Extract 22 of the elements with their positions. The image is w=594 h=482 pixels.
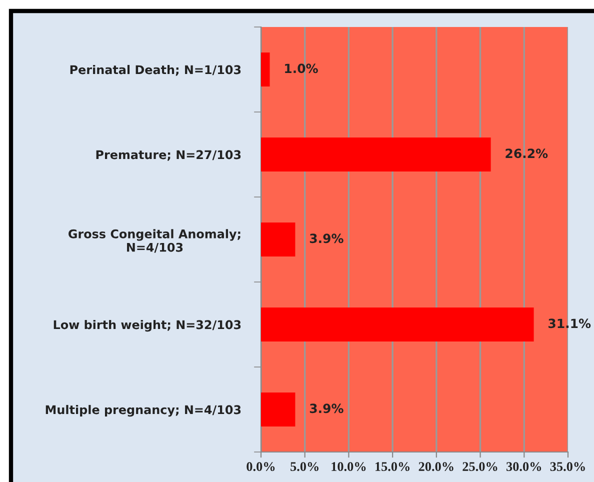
x-tick-label: 35.0% [550, 462, 585, 472]
x-tick-label: 0.0% [246, 462, 275, 472]
x-tick-label: 15.0% [375, 462, 410, 472]
bar [261, 392, 296, 426]
data-label: 1.0% [285, 64, 318, 74]
y-tick-label: Perinatal Death; N=1/103 [70, 64, 241, 76]
bar [261, 138, 491, 172]
bar [261, 308, 534, 342]
y-tick-label: Gross Congeital Anomaly; N=4/103 [68, 229, 240, 253]
data-label: 3.9% [310, 404, 344, 414]
y-tick-label: Premature; N=27/103 [96, 150, 241, 161]
x-tick-label: 20.0% [418, 462, 454, 472]
x-tick-label: 30.0% [506, 462, 542, 472]
y-tick-label: Multiple pregnancy; N=4/103 [46, 404, 241, 417]
data-label: 3.9% [310, 234, 344, 244]
y-tick-label: Low birth weight; N=32/103 [54, 320, 241, 332]
x-tick-label: 25.0% [462, 462, 498, 472]
x-tick-label: 5.0% [290, 462, 318, 472]
x-tick-label: 10.0% [332, 462, 366, 472]
data-label: 26.2% [506, 148, 548, 158]
bar [261, 52, 270, 86]
bar [261, 222, 296, 256]
